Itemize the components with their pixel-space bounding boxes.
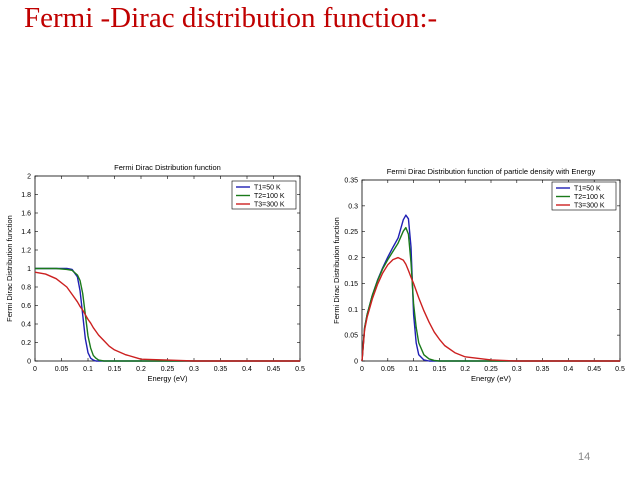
legend-entry: T1=50 K [254, 185, 281, 192]
x-tick-label: 0 [33, 366, 37, 373]
x-tick-label: 0.05 [381, 366, 395, 373]
y-tick-label: 1.4 [21, 229, 31, 236]
x-tick-label: 0.1 [83, 366, 93, 373]
y-tick-label: 0.2 [348, 255, 358, 262]
legend: T1=50 KT2=100 K T3=300 K [231, 180, 297, 210]
x-tick-label: 0.45 [267, 366, 281, 373]
series-line-t3 [361, 256, 620, 362]
legend-entry: T1=50 K [574, 186, 601, 193]
y-tick-label: 2 [27, 174, 31, 181]
y-tick-label: 0.35 [344, 178, 358, 185]
x-tick-label: 0 [360, 366, 364, 373]
x-tick-label: 0.15 [433, 366, 447, 373]
x-tick-label: 0.1 [409, 366, 419, 373]
x-tick-label: 0.3 [512, 366, 522, 373]
x-tick-label: 0.4 [564, 366, 574, 373]
y-tick-label: 0.6 [21, 303, 31, 310]
y-tick-label: 0.15 [344, 281, 358, 288]
slide-title: Fermi -Dirac distribution function:- [24, 2, 438, 34]
x-tick-label: 0.5 [615, 366, 625, 373]
y-tick-label: 1.2 [21, 248, 31, 255]
x-tick-label: 0.35 [536, 366, 550, 373]
legend-entry: T2=100 K [254, 193, 285, 200]
y-tick-label: 0.05 [344, 333, 358, 340]
chart-title: Fermi Dirac Distribution function [114, 163, 221, 172]
x-tick-label: 0.35 [214, 366, 228, 373]
x-tick-label: 0.4 [242, 366, 252, 373]
y-tick-label: 0.1 [348, 307, 358, 314]
chart-title: Fermi Dirac Distribution function of par… [387, 167, 596, 176]
y-tick-label: 0.25 [344, 229, 358, 236]
y-tick-label: 0 [27, 359, 31, 366]
x-tick-label: 0.15 [108, 366, 122, 373]
legend-entry: T3=300 K [254, 202, 285, 209]
x-axis-label: Energy (eV) [147, 374, 188, 383]
legend: T1=50 KT2=100 K T3=300 K [551, 181, 617, 211]
y-tick-label: 0.4 [21, 322, 31, 329]
x-tick-label: 0.45 [587, 366, 601, 373]
chart-1: 0 0.05 0.1 0.15 0.2 0.25 0.3 0.35 0.4 0.45 0.5 0 0.2… [5, 163, 305, 383]
y-tick-label: 1.6 [21, 211, 31, 218]
x-tick-label: 0.2 [460, 366, 470, 373]
series-line-t3 [34, 271, 300, 362]
y-tick-label: 0.3 [348, 203, 358, 210]
legend-entry: T2=100 K [574, 194, 605, 201]
x-tick-label: 0.05 [55, 366, 69, 373]
x-tick-label: 0.25 [484, 366, 498, 373]
y-axis-label: Fermi Dirac Distribution function [5, 215, 14, 322]
x-tick-label: 0.25 [161, 366, 175, 373]
y-tick-label: 1 [27, 266, 31, 273]
page-number: 14 [578, 451, 591, 463]
y-tick-label: 0.2 [21, 340, 31, 347]
legend-entry: T3=300 K [574, 203, 605, 210]
y-tick-label: 0 [354, 359, 358, 366]
x-tick-label: 0.5 [295, 366, 305, 373]
y-axis-label: Fermi Dirac Distribution function [332, 217, 341, 324]
y-tick-label: 1.8 [21, 192, 31, 199]
x-tick-label: 0.3 [189, 366, 199, 373]
chart-2: 0 0.05 0.1 0.15 0.2 0.25 0.3 0.35 0.4 0.45 0.5 0 0.0… [332, 167, 625, 383]
x-tick-label: 0.2 [136, 366, 146, 373]
y-tick-label: 0.8 [21, 285, 31, 292]
x-axis-label: Energy (eV) [471, 374, 512, 383]
